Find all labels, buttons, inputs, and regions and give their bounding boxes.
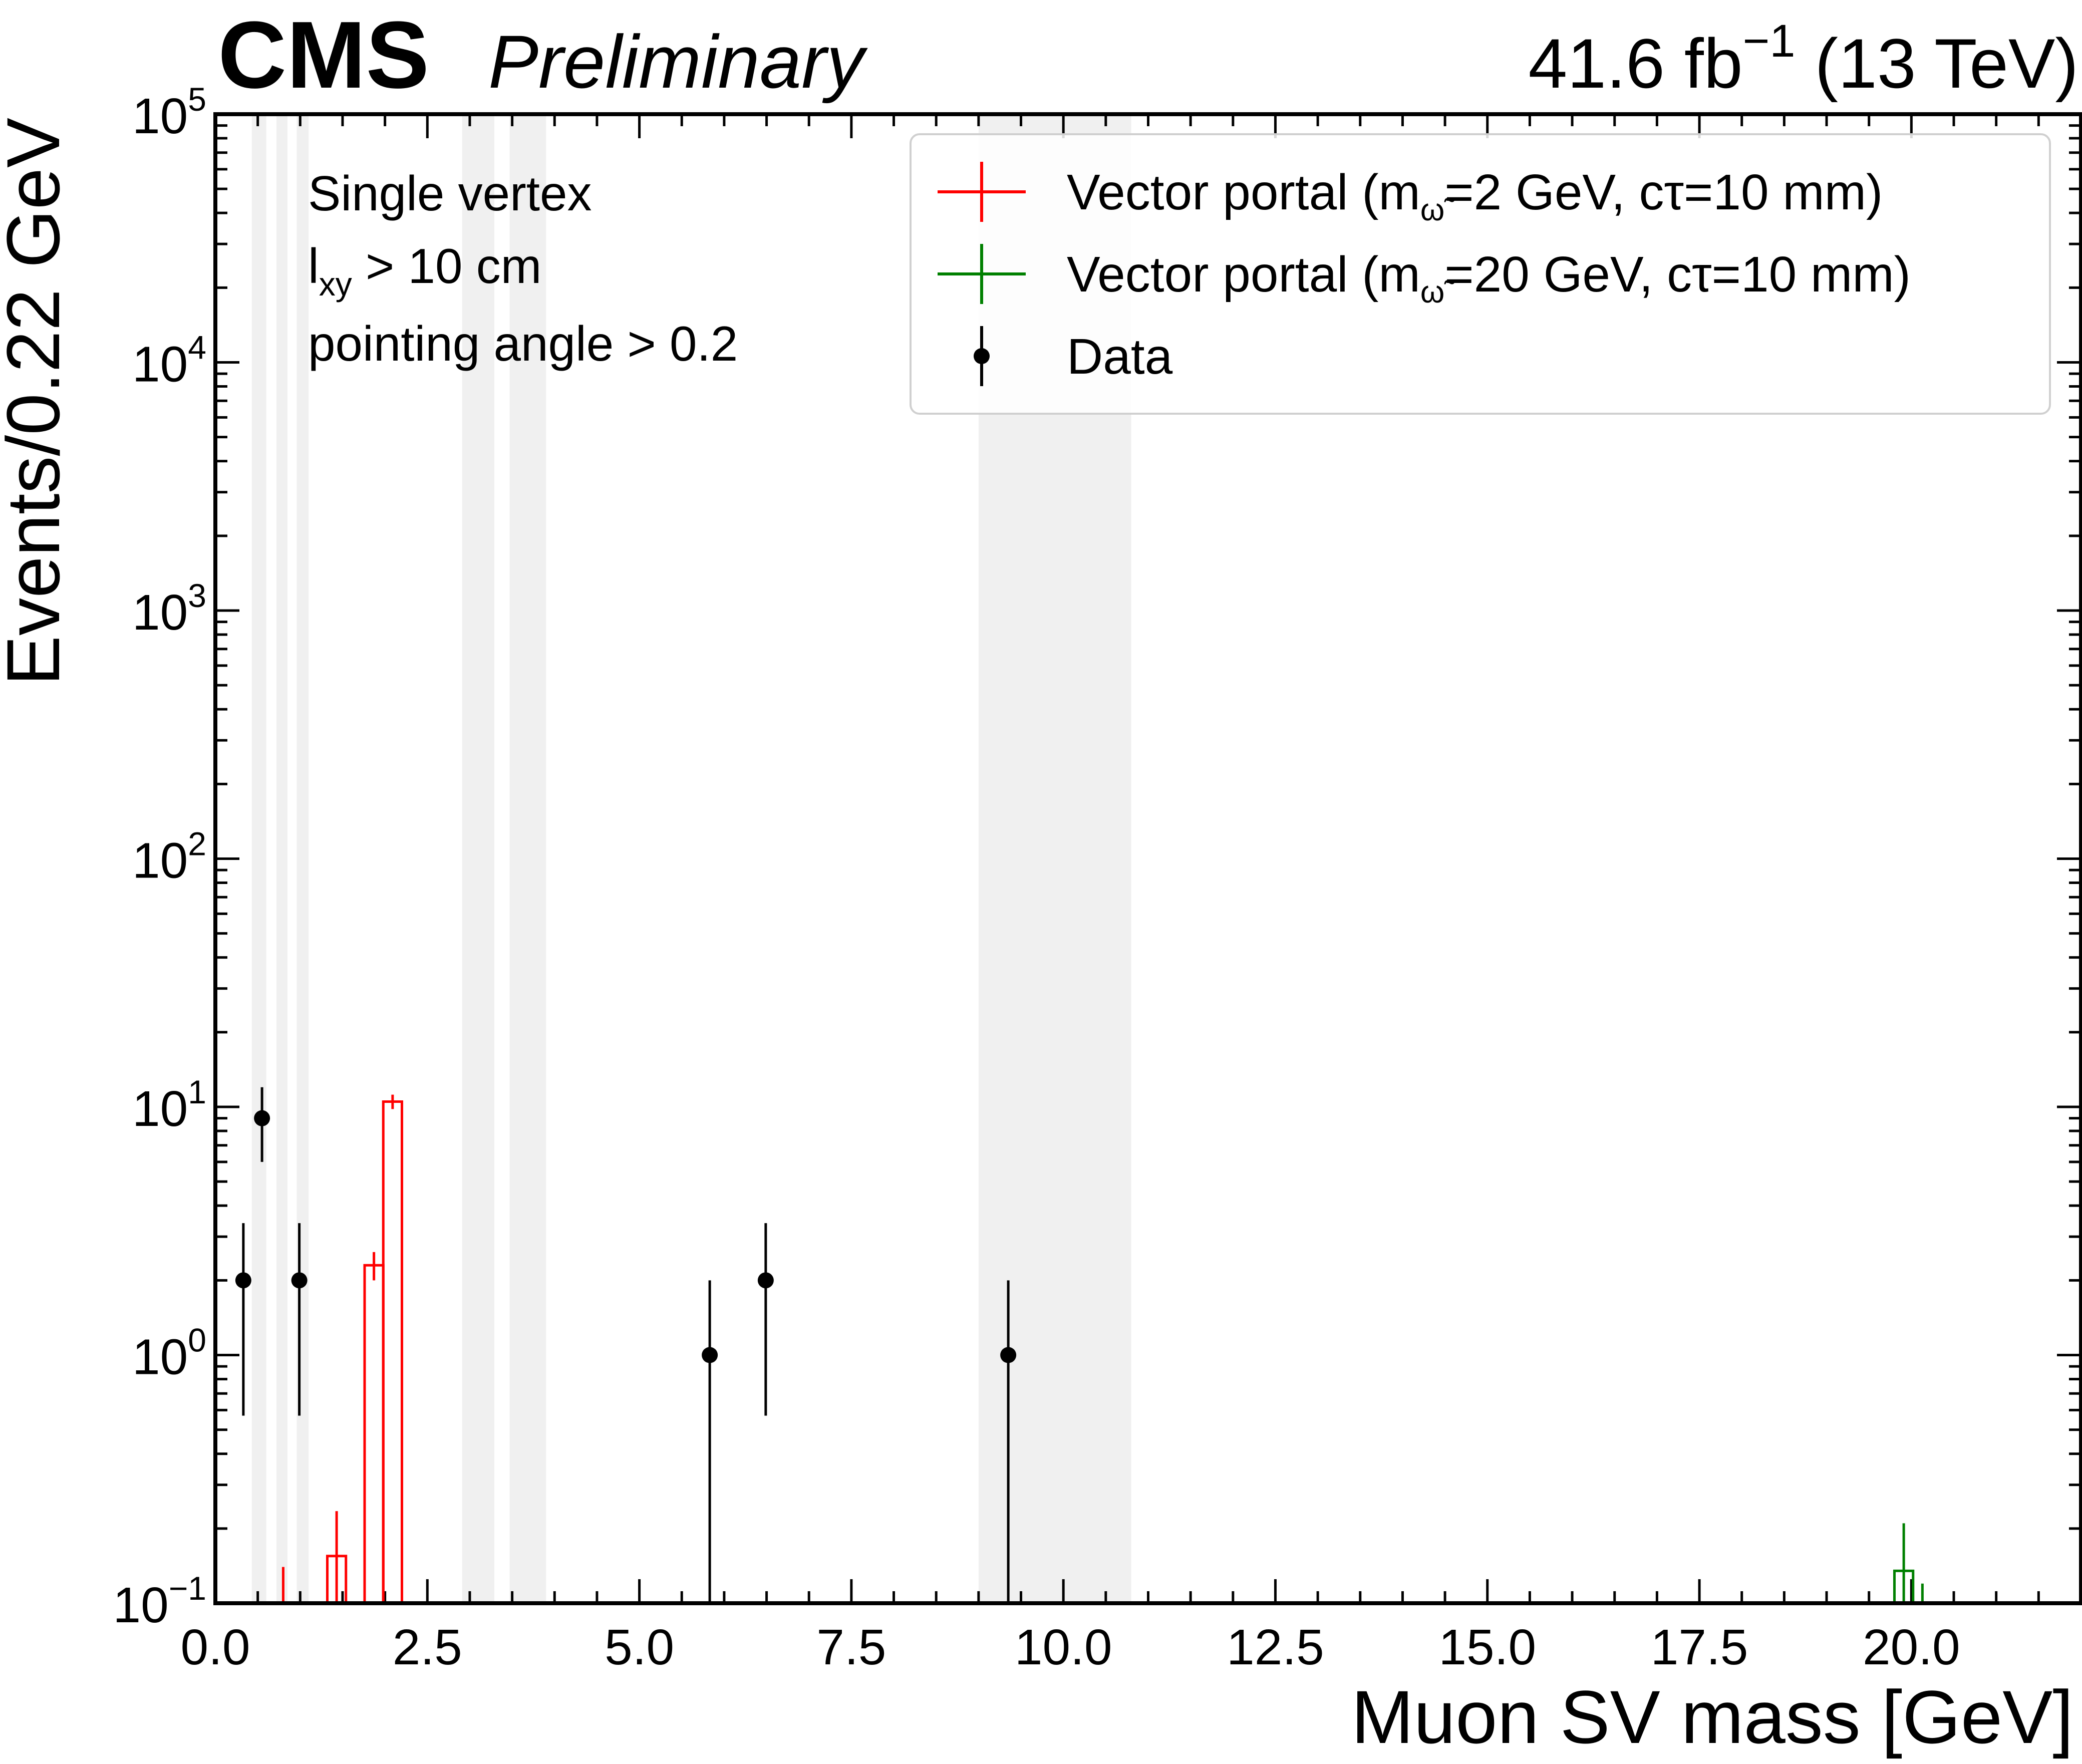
experiment-label: CMS <box>218 2 429 108</box>
data-point <box>254 1110 270 1126</box>
x-tick-label: 20.0 <box>1863 1619 1960 1675</box>
data-point <box>1000 1347 1017 1363</box>
legend-box <box>910 133 2051 415</box>
y-axis-label: Events/0.22 GeV <box>0 118 75 686</box>
axis-ticks: 0.0 2.5 5.0 7.5 10.0 12.5 15.0 17.5 20.0 10−1 100 1… <box>113 81 2082 1675</box>
annotation-lxy-sub: xy <box>319 265 352 303</box>
legend-marker-point <box>974 348 990 364</box>
x-tick-label: 12.5 <box>1227 1619 1324 1675</box>
annotation-lxy: lxy > 10 cm <box>308 238 541 303</box>
x-tick-label: 15.0 <box>1438 1619 1536 1675</box>
x-tick-label: 0.0 <box>180 1619 250 1675</box>
annotation-pointing: pointing angle > 0.2 <box>308 316 738 371</box>
x-axis-label: Muon SV mass [GeV] <box>1351 1675 2073 1759</box>
y-tick-label: 103 <box>132 577 206 641</box>
x-tick-label: 7.5 <box>816 1619 886 1675</box>
legend: Vector portal (mω̃=2 GeV, cτ=10 mm) Vecto… <box>910 133 2051 415</box>
status-label: Preliminary <box>488 20 868 104</box>
plot-frame <box>213 112 2082 1605</box>
histogram-bin <box>382 1100 403 1603</box>
masked-region <box>462 114 495 1603</box>
x-tick-label: 5.0 <box>605 1619 674 1675</box>
data-point <box>757 1272 774 1289</box>
histogram-bin <box>363 1264 385 1603</box>
masked-region <box>509 114 546 1603</box>
legend-entry-label: Vector portal (mω̃=2 GeV, cτ=10 mm) <box>1067 164 1883 227</box>
legend-entry-label: Vector portal (mω̃=20 GeV, cτ=10 mm) <box>1067 246 1911 310</box>
x-tick-label: 2.5 <box>393 1619 462 1675</box>
y-tick-label: 105 <box>132 81 206 144</box>
annotation-lxy-main: l <box>308 238 319 293</box>
y-tick-label: 104 <box>132 329 206 393</box>
x-tick-label: 17.5 <box>1651 1619 1748 1675</box>
lumi-label: 41.6 fb−1 (13 TeV) <box>1528 16 2078 103</box>
lumi-value: 41.6 fb <box>1528 24 1742 103</box>
annotation-lxy-rest: > 10 cm <box>352 238 542 293</box>
legend-entry-label: Data <box>1067 329 1173 385</box>
series-layer <box>235 1087 1924 1603</box>
masked-region <box>251 114 266 1603</box>
annotation-selection: Single vertex <box>308 166 592 221</box>
lumi-exponent: −1 <box>1743 16 1796 67</box>
x-tick-label: 10.0 <box>1015 1619 1112 1675</box>
data-point <box>291 1272 308 1289</box>
y-tick-label: 101 <box>132 1073 206 1137</box>
data-point <box>235 1272 251 1289</box>
lumi-energy: (13 TeV) <box>1796 24 2078 103</box>
y-tick-label: 100 <box>132 1322 206 1385</box>
y-tick-label: 10−1 <box>113 1570 206 1633</box>
masked-region <box>276 114 287 1603</box>
y-tick-label: 102 <box>132 825 206 889</box>
data-point <box>702 1347 718 1363</box>
